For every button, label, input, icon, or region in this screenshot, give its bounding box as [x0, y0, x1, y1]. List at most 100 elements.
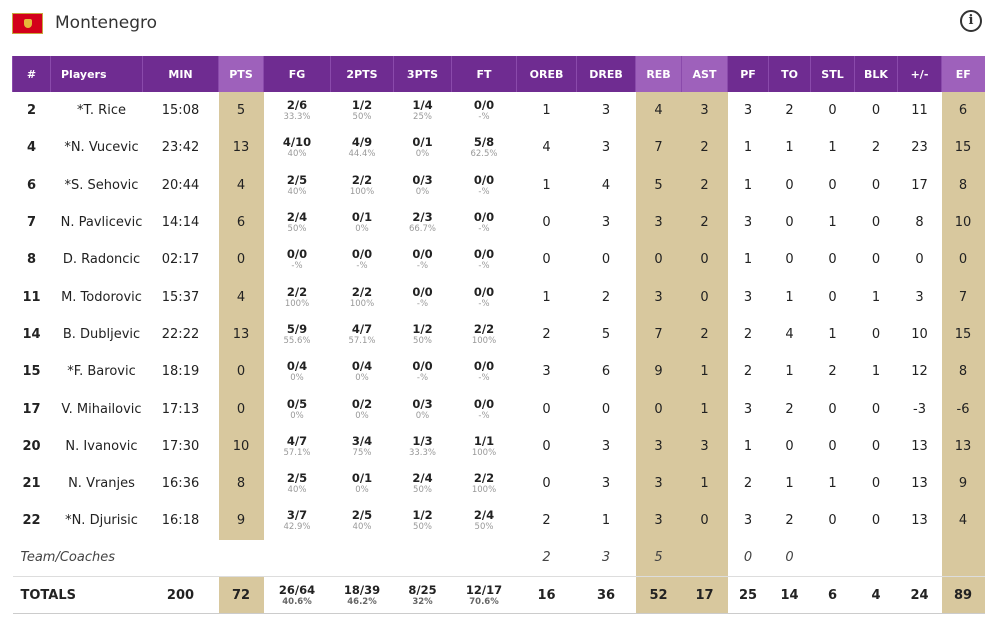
- player-reb: 3: [635, 203, 682, 242]
- player-pts: 4: [218, 278, 264, 316]
- col-header-fg[interactable]: FG: [263, 56, 331, 92]
- player-2pts-made: 2/2: [351, 172, 373, 187]
- player-blk: 1: [871, 364, 881, 380]
- col-header-oreb[interactable]: OREB: [516, 56, 577, 92]
- player-fg-pct: -%: [291, 261, 303, 272]
- player-name[interactable]: B. Dubljevic: [62, 326, 141, 342]
- player-ef: -6: [941, 390, 985, 428]
- table-row: 14 B. Dubljevic 22:22 13 5/9 55.6% 4/7 57.1% 1/2…: [13, 315, 985, 354]
- player-oreb: 1: [542, 103, 551, 119]
- player-pf: 3: [743, 401, 753, 417]
- player-ft: 0/0 -%: [452, 241, 517, 278]
- player-stl: 1: [828, 140, 837, 156]
- col-header-ef[interactable]: EF: [941, 56, 985, 92]
- player-name[interactable]: *S. Sehovic: [64, 177, 139, 193]
- player-dreb: 3: [601, 438, 611, 454]
- player-ft-made: 0/0: [473, 98, 495, 113]
- player-dreb: 3: [601, 215, 611, 231]
- player-name[interactable]: *F. Barovic: [67, 364, 136, 380]
- player-name[interactable]: *N. Vucevic: [64, 140, 139, 156]
- player-blk: 0: [871, 476, 881, 492]
- player-plus-minus: 3: [915, 289, 924, 305]
- player-plus-minus: 12: [911, 364, 928, 380]
- player-dreb: 3: [601, 476, 611, 492]
- player-name[interactable]: *N. Djurisic: [65, 513, 138, 529]
- player-ft: 5/8 62.5%: [452, 129, 517, 166]
- player-fg: 0/0 -%: [264, 241, 331, 278]
- player-3pts: 1/4 25%: [394, 92, 452, 129]
- player-ef: 6: [941, 92, 985, 130]
- table-row: 15 *F. Barovic 18:19 0 0/4 0% 0/4 0% 0/0 -% 0/0 -% 3…: [13, 353, 985, 391]
- player-pf: 1: [743, 252, 753, 268]
- player-2pts: 0/2 0%: [331, 390, 394, 427]
- table-row: 21 N. Vranjes 16:36 8 2/5 40% 0/1 0% 2/4 50% 2/2 10…: [13, 464, 985, 503]
- player-ft-made: 0/0: [473, 284, 495, 299]
- col-header-to[interactable]: TO: [768, 56, 811, 92]
- player-3pts: 1/2 50%: [394, 502, 452, 539]
- player-ft-made: 2/4: [473, 508, 495, 523]
- player-name[interactable]: M. Todorovic: [61, 289, 142, 305]
- player-ast: 0: [681, 241, 728, 279]
- player-blk: 0: [871, 103, 881, 119]
- player-plus-minus: 13: [911, 438, 928, 454]
- player-2pts-pct: 0%: [355, 224, 369, 235]
- col-header-number[interactable]: #: [12, 56, 51, 92]
- col-header-3pts[interactable]: 3PTS: [393, 56, 452, 92]
- player-fg-pct: 42.9%: [283, 522, 311, 533]
- col-header-pf[interactable]: PF: [727, 56, 769, 92]
- col-header-ft[interactable]: FT: [451, 56, 517, 92]
- player-number: 8: [26, 252, 37, 268]
- col-header-plus-minus[interactable]: +/-: [897, 56, 942, 92]
- team-to: 0: [785, 550, 794, 566]
- col-header-min[interactable]: MIN: [142, 56, 219, 92]
- player-dreb: 0: [601, 252, 611, 268]
- player-2pts: 0/4 0%: [331, 353, 394, 390]
- col-header-players[interactable]: Players: [50, 56, 143, 92]
- player-3pts-made: 0/3: [412, 396, 433, 411]
- player-3pts-made: 2/4: [412, 471, 433, 486]
- player-min: 16:18: [161, 513, 200, 529]
- player-rows: 2 *T. Rice 15:08 5 2/6 33.3% 1/2 50% 1/4 25% 0/0 -%…: [13, 92, 985, 540]
- player-ft-pct: 100%: [471, 447, 497, 458]
- col-header-reb[interactable]: REB: [635, 56, 682, 92]
- player-name[interactable]: V. Mihailovic: [61, 401, 142, 417]
- player-ast: 0: [681, 502, 728, 540]
- player-2pts: 2/5 40%: [331, 502, 394, 539]
- player-fg: 2/2 100%: [264, 278, 331, 315]
- player-name[interactable]: *T. Rice: [77, 103, 126, 119]
- player-ft-made: 0/0: [473, 172, 495, 187]
- player-oreb: 3: [542, 364, 551, 380]
- player-ast: 1: [681, 464, 728, 503]
- player-2pts: 1/2 50%: [331, 92, 394, 129]
- player-name[interactable]: N. Vranjes: [68, 476, 135, 492]
- player-ef: 9: [941, 464, 985, 503]
- col-header-2pts[interactable]: 2PTS: [330, 56, 394, 92]
- player-ef: 7: [941, 278, 985, 316]
- player-reb: 5: [635, 166, 682, 204]
- player-min: 17:13: [161, 401, 200, 417]
- col-header-stl[interactable]: STL: [810, 56, 855, 92]
- player-plus-minus: -3: [913, 401, 926, 417]
- player-name[interactable]: D. Radoncic: [62, 252, 141, 268]
- totals-reb: 52: [635, 576, 682, 615]
- player-3pts: 0/0 -%: [394, 353, 452, 390]
- player-fg: 2/6 33.3%: [264, 92, 331, 129]
- col-header-blk[interactable]: BLK: [854, 56, 898, 92]
- player-name[interactable]: N. Pavlicevic: [60, 215, 143, 231]
- col-header-dreb[interactable]: DREB: [576, 56, 636, 92]
- player-name[interactable]: N. Ivanovic: [65, 438, 138, 454]
- player-2pts-pct: 50%: [352, 112, 372, 123]
- player-2pts-made: 2/2: [351, 284, 373, 299]
- col-header-pts[interactable]: PTS: [218, 56, 264, 92]
- player-oreb: 0: [542, 215, 551, 231]
- col-header-ast[interactable]: AST: [681, 56, 728, 92]
- player-fg-pct: 57.1%: [283, 447, 311, 458]
- info-icon[interactable]: i: [960, 10, 982, 32]
- player-3pts-made: 1/3: [412, 433, 433, 448]
- player-ef: 8: [941, 166, 985, 204]
- player-to: 2: [785, 103, 794, 119]
- box-score-table: # Players MIN PTS FG 2PTS 3PTS FT OREB D…: [12, 56, 985, 615]
- player-fg-made: 5/9: [286, 321, 308, 336]
- player-pts: 0: [218, 353, 264, 391]
- player-ft-made: 1/1: [473, 433, 495, 448]
